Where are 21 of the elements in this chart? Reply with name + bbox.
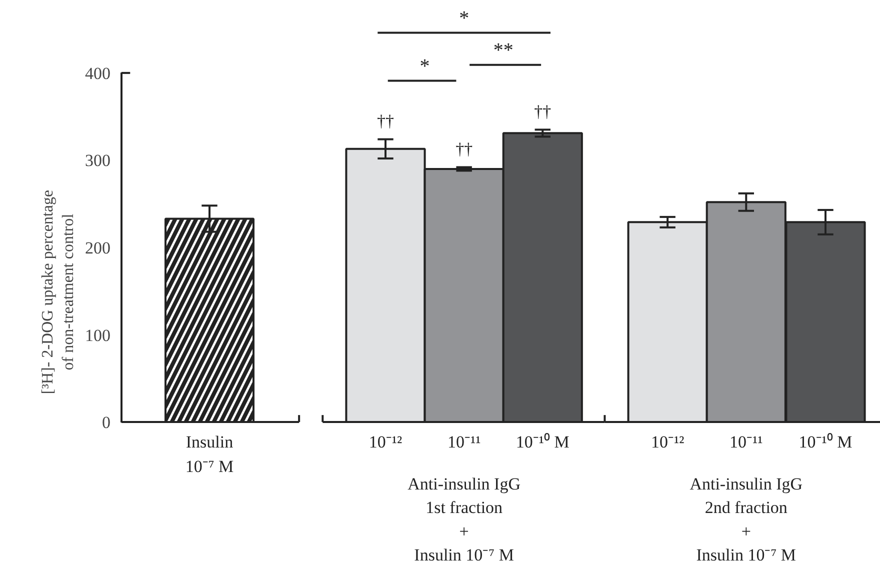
annotation: †† (534, 102, 552, 121)
y-tick-label: 300 (85, 151, 110, 170)
y-tick-label: 0 (102, 413, 110, 432)
y-tick-label: 400 (85, 64, 110, 83)
annotation: †† (377, 112, 394, 131)
text: Anti-insulin IgG 2nd fraction + Insulin 10⁻⁷ M (690, 474, 803, 565)
annotation: * (420, 55, 430, 78)
x-tick-label: 10⁻¹² (650, 432, 684, 452)
y-tick-label: 100 (85, 326, 110, 345)
y-axis-title: [³H]- 2-DOG uptake percentage of non-treatment control (40, 190, 77, 394)
x-tick-label: 10⁻¹² (368, 432, 402, 452)
x-tick-label: 10⁻¹¹ (730, 432, 763, 452)
x-tick-label: 10⁻¹⁰ M (798, 432, 852, 452)
annotation: †† (456, 139, 473, 158)
text: Anti-insulin IgG 1st fraction + Insulin 10⁻⁷ M (408, 474, 520, 565)
text: * (459, 7, 470, 30)
text: ** (493, 39, 514, 62)
x-tick-label: Insulin 10⁻⁷ M (185, 432, 234, 476)
x-tick-label: 10⁻¹¹ (447, 432, 481, 452)
y-tick-label: 200 (85, 238, 110, 258)
x-tick-label: 10⁻¹⁰ M (516, 432, 570, 452)
